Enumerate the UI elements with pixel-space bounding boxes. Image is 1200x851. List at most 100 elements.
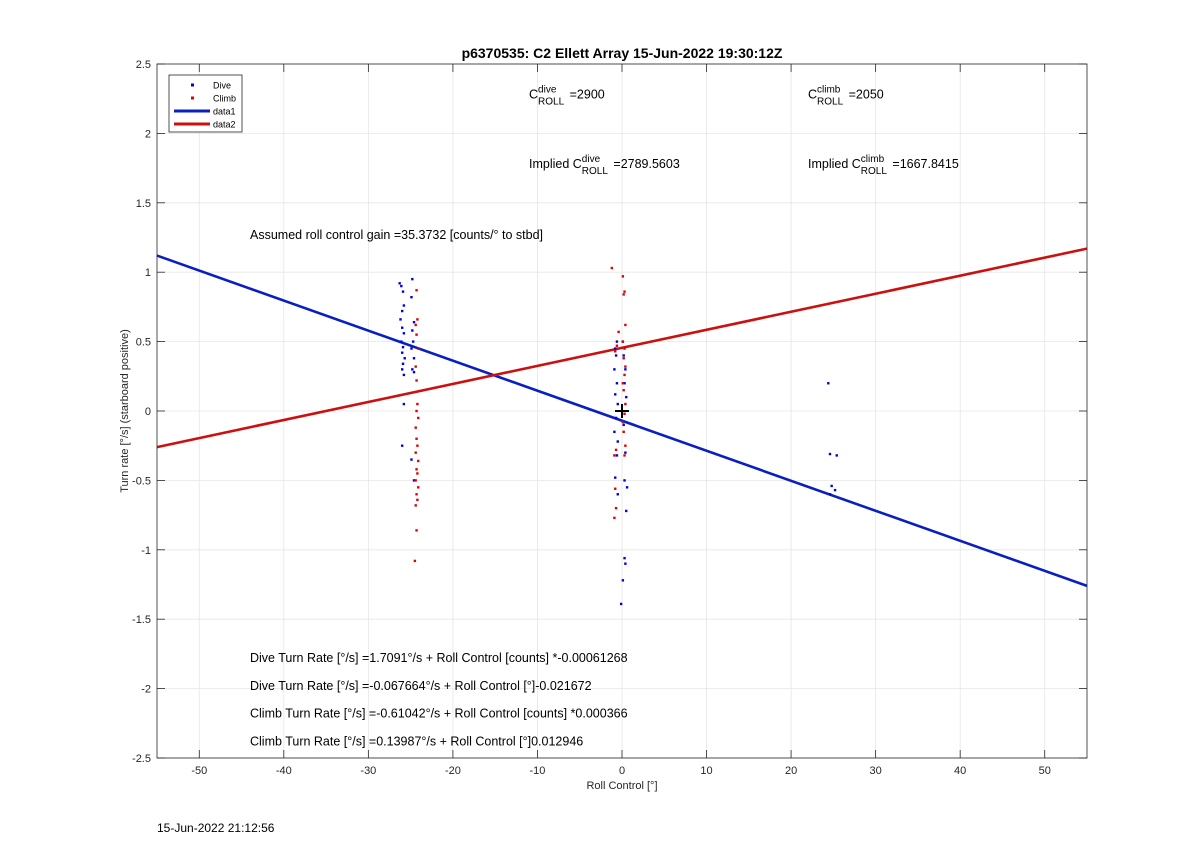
annotation-eq4: Climb Turn Rate [°/s] =0.13987°/s + Roll… [250,735,583,749]
dive-point [615,340,619,343]
annotation-c-climb: Cclimb ROLL =2050 [808,85,884,108]
climb-point [415,289,418,292]
dive-point [412,479,416,482]
dive-point [622,354,625,357]
dive-point [616,493,619,496]
dive-point [827,382,830,385]
climb-point [415,437,418,440]
climb-point [614,448,618,452]
dive-point [616,440,619,443]
y-tick-label: -0.5 [132,475,151,487]
dive-point [401,362,405,366]
y-tick-label: 1 [145,267,151,279]
climb-point [417,459,420,463]
climb-point [621,420,625,424]
climb-point [621,275,625,278]
climb-point [613,516,616,520]
dive-point [623,556,626,560]
climb-point [614,487,617,490]
legend-label: data2 [213,120,236,130]
dive-point [624,562,627,565]
data-series [156,247,1088,606]
dive-point [402,402,406,406]
annotation-eq2: Dive Turn Rate [°/s] =-0.067664°/s + Rol… [250,679,592,693]
climb-point [417,486,420,489]
climb-point [624,323,627,327]
print-timestamp: 15-Jun-2022 21:12:56 [157,821,275,835]
x-tick-labels: -50 -40 -30 -20 -10 0 10 20 30 40 50 [191,765,1051,777]
climb-point [622,388,625,392]
y-tick-label: 1.5 [136,198,151,210]
climb-point [415,379,418,382]
legend-item-data1: data1 [174,107,236,117]
dive-point [411,329,414,332]
dive-point [411,277,414,281]
climb-point [614,350,617,353]
dive-point [400,326,404,329]
dive-point [828,452,832,456]
x-axis-label: Roll Control [°] [586,780,657,792]
climb-point [622,293,625,296]
y-tick-label: 0.5 [136,337,151,349]
climb-point [417,416,420,420]
x-tick-label: -20 [445,765,461,777]
climb-point [416,498,419,502]
chart-annotations: Cdive ROLL =2900 Cclimb ROLL =2050 Implied C… [250,85,959,749]
dive-point [624,368,627,371]
dive-point [616,402,619,406]
climb-point [414,365,417,368]
dive-point [410,458,413,461]
y-tick-label: 2.5 [136,59,151,71]
legend-label: Dive [213,81,231,91]
dive-point [412,320,416,324]
regression-line-data2 [156,247,1088,449]
dive-point [621,579,625,582]
dive-point [614,416,618,420]
dive-point [614,393,617,396]
climb-point [621,340,625,343]
climb-point [617,330,620,334]
series-data2 [156,247,1088,449]
legend-label: Climb [213,94,236,104]
y-tick-labels: -2.5 -2 -1.5 -1 -0.5 0 0.5 1 1.5 2 2.5 [132,59,151,765]
dive-point [398,282,401,285]
annotation-c-dive: Cdive ROLL =2900 [529,85,605,108]
x-tick-label: 30 [870,765,882,777]
dive-point [400,444,404,447]
dive-point [412,370,416,374]
x-tick-label: -50 [191,765,207,777]
climb-point [416,318,419,321]
series-climb [413,266,627,563]
annotation-eq3: Climb Turn Rate [°/s] =-0.61042°/s + Rol… [250,707,628,721]
climb-point [414,426,417,429]
dive-point [410,295,413,299]
x-tick-label: -30 [360,765,376,777]
climb-point [610,266,614,270]
annotation-gain: Assumed roll control gain =35.3732 [coun… [250,228,543,242]
y-tick-label: 2 [145,128,151,140]
dive-point [623,479,626,482]
dive-point [622,423,625,427]
climb-point [614,506,618,510]
dive-point [830,484,833,488]
y-tick-label: -2 [141,684,151,696]
legend: Dive Climb data1 data2 [168,74,243,133]
x-tick-label: 40 [954,765,966,777]
dive-point [400,284,403,288]
dive-point [402,332,406,335]
legend-item-climb: Climb [191,94,236,104]
y-tick-label: -1.5 [132,614,151,626]
y-tick-label: -1 [141,545,151,557]
dive-point [619,602,623,606]
dive-point [411,368,414,371]
climb-point [621,382,625,385]
climb-point [414,479,417,482]
climb-point [415,468,418,471]
dive-point [623,382,626,385]
climb-point [624,365,627,368]
dive-point [613,430,616,434]
climb-point [416,402,419,406]
dive-point [835,454,838,457]
dive-point [411,340,415,343]
